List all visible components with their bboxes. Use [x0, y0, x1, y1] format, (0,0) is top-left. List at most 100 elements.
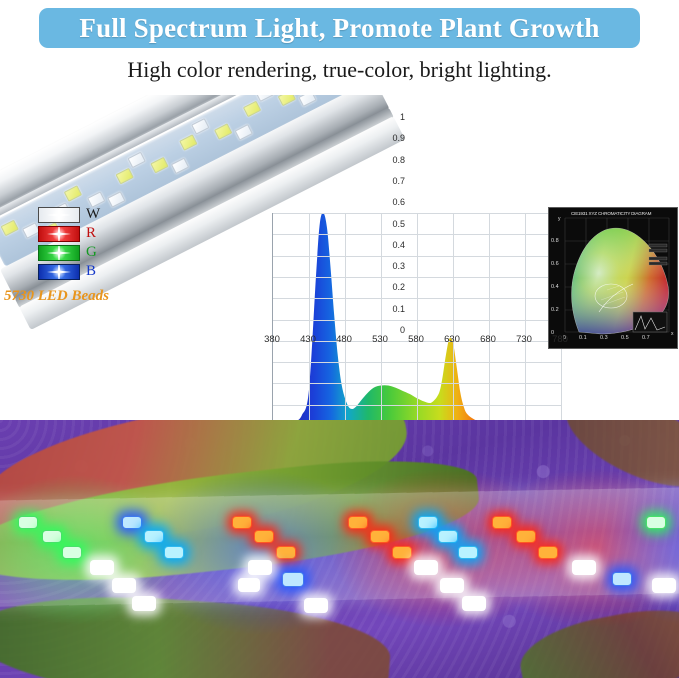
chart-gridline-vertical: [525, 213, 526, 420]
chart-gridline-vertical: [309, 213, 310, 420]
led-bead-white: [304, 598, 328, 613]
led-bead-blue: [612, 572, 632, 586]
chart-x-tick: 580: [408, 334, 424, 345]
chart-gridline-vertical: [381, 213, 382, 420]
led-chip: [170, 157, 190, 175]
led-bead-red: [276, 546, 296, 559]
chart-y-tick: 0.5: [392, 218, 405, 229]
cie-y-tick: 0.4: [551, 284, 559, 290]
chart-y-tick: 1: [399, 112, 405, 122]
led-bead-blue: [282, 572, 304, 587]
cie-x-tick: 0: [563, 335, 567, 341]
chart-y-tick: 0.6: [392, 197, 405, 208]
chart-gridline-vertical: [489, 213, 490, 420]
cie-horseshoe: y x: [558, 216, 674, 337]
glow-star-icon: [47, 245, 71, 260]
led-bead-white: [572, 560, 596, 575]
led-bead-red: [516, 530, 536, 543]
led-bead-red: [370, 530, 390, 543]
page-title: Full Spectrum Light, Promote Plant Growt…: [79, 12, 600, 43]
led-bead-blue: [438, 530, 458, 543]
chart-y-tick: 0: [399, 325, 405, 335]
led-chip: [242, 100, 262, 118]
cie-legend-chips: [648, 243, 668, 266]
chart-x-tick: 630: [444, 334, 460, 345]
led-chip: [277, 95, 297, 107]
chart-y-tick: 0.8: [392, 154, 405, 165]
led-chip: [127, 151, 146, 169]
legend-label-b: B: [86, 263, 97, 279]
cie-inset-title: CIE1931 XYZ CHROMATICITY DIAGRAM: [571, 211, 652, 216]
chart-gridline-vertical: [345, 213, 346, 420]
led-bead-blue: [418, 516, 438, 529]
led-strip: [0, 487, 679, 607]
chart-y-tick: 0.1: [392, 303, 405, 314]
led-color-legend: W R G: [38, 206, 138, 282]
chart-x-tick: 480: [336, 334, 352, 345]
led-bead-white: [462, 596, 486, 611]
led-bead-blue: [458, 546, 478, 559]
led-chip: [179, 134, 198, 151]
led-bead-red: [538, 546, 558, 559]
page-subtitle: High color rendering, true-color, bright…: [127, 57, 552, 82]
legend-label-w: W: [86, 206, 101, 222]
legend-caption: 5730 LED Beads: [4, 288, 109, 304]
legend-row-b: B: [38, 263, 138, 280]
swatch-red: [38, 225, 80, 242]
led-bead-green: [62, 546, 82, 559]
led-bead-red: [254, 530, 274, 543]
led-bead-green: [42, 530, 62, 543]
led-bead-red: [232, 516, 252, 529]
chart-gridline-vertical: [417, 213, 418, 420]
cie-y-tick: 0.8: [551, 238, 559, 244]
legend-row-w: W: [38, 206, 138, 223]
product-diagram-stage: W R G: [0, 95, 679, 420]
led-chip: [0, 219, 19, 237]
swatch-green: [38, 244, 80, 261]
chart-x-tick: 780: [552, 334, 568, 345]
chart-y-tick: 0.3: [392, 261, 405, 272]
led-bead-white: [248, 560, 272, 575]
led-bead-red: [392, 546, 412, 559]
chart-y-tick: 0.7: [392, 175, 405, 186]
led-bead-blue: [122, 516, 142, 529]
legend-label-g: G: [86, 244, 97, 260]
led-bead-red: [348, 516, 368, 529]
led-bead-blue: [144, 530, 164, 543]
chart-gridline-vertical: [453, 213, 454, 420]
cie-x-tick: 0.5: [621, 335, 629, 341]
led-bead-green: [646, 516, 666, 529]
cie-y-tick: 0: [551, 330, 555, 336]
legend-label-r: R: [86, 225, 97, 241]
led-chip: [191, 118, 210, 135]
cie-x-tick: 0.1: [579, 335, 587, 341]
led-bead-white: [90, 560, 114, 575]
cie-x-tick: 0.7: [642, 335, 650, 341]
cie-y-tick: 0.6: [551, 261, 559, 267]
chart-x-tick: 680: [480, 334, 496, 345]
glow-star-icon: [47, 226, 71, 241]
led-bead-white: [440, 578, 464, 593]
cie-spd-thumbnail: [632, 311, 668, 333]
led-chip: [298, 95, 317, 107]
led-bead-white: [414, 560, 438, 575]
led-chip: [255, 95, 274, 102]
chart-x-tick: 530: [372, 334, 388, 345]
legend-row-g: G: [38, 244, 138, 261]
led-chip: [63, 185, 83, 202]
glow-star-icon: [47, 207, 71, 222]
spectrum-curve: [298, 213, 476, 420]
spectrum-chart: [272, 213, 562, 420]
led-chip: [234, 123, 253, 141]
chart-x-tick: 730: [516, 334, 532, 345]
led-chip: [214, 123, 233, 140]
led-chip: [115, 167, 134, 185]
cie-x-axis-label: x: [671, 331, 674, 337]
swatch-white: [38, 206, 80, 223]
cie-y-tick: 0.2: [551, 307, 559, 313]
led-bead-green: [18, 516, 38, 529]
led-bead-blue: [164, 546, 184, 559]
led-bead-white: [112, 578, 136, 593]
aquarium-led-photo: [0, 420, 679, 678]
chart-y-tick: 0.4: [392, 239, 405, 250]
